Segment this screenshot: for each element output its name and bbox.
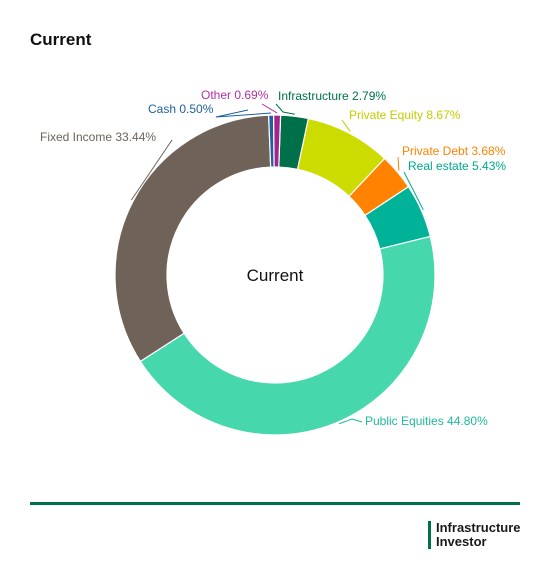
leader-lines [130,103,424,425]
logo-line-1: Infrastructure [436,520,521,535]
slice-label-4: Public Equities 44.80% [365,414,488,428]
slice-7 [273,114,282,168]
logo-line-2: Investor [436,534,487,549]
slice-4 [139,235,436,436]
leader-line-2 [397,156,400,171]
donut-chart: Infrastructure 2.79% Private Equity 8.67%… [40,88,506,436]
slice-label-0: Infrastructure 2.79% [278,89,386,103]
chart-title: Current [30,30,92,49]
leader-line-5 [130,139,173,201]
leader-line-4 [338,418,363,425]
brand-logo: Infrastructure Investor [428,521,521,549]
slice-label-3: Real estate 5.43% [408,159,506,173]
leader-line-1 [341,119,351,132]
slice-label-2: Private Debt 3.68% [402,144,506,158]
center-label: Current [247,266,304,285]
slice-label-5: Fixed Income 33.44% [40,130,156,144]
leader-line-3 [403,171,424,211]
leader-line-6 [215,109,272,118]
slices-group [114,114,436,436]
slice-label-7: Other 0.69% [201,88,269,102]
slice-labels: Infrastructure 2.79% Private Equity 8.67%… [40,88,506,428]
slice-label-1: Private Equity 8.67% [349,108,461,122]
leader-line-7 [261,103,278,114]
footer-divider [30,502,520,505]
slice-5 [114,114,272,363]
leader-line-0 [275,103,295,115]
slice-label-6: Cash 0.50% [148,102,214,116]
